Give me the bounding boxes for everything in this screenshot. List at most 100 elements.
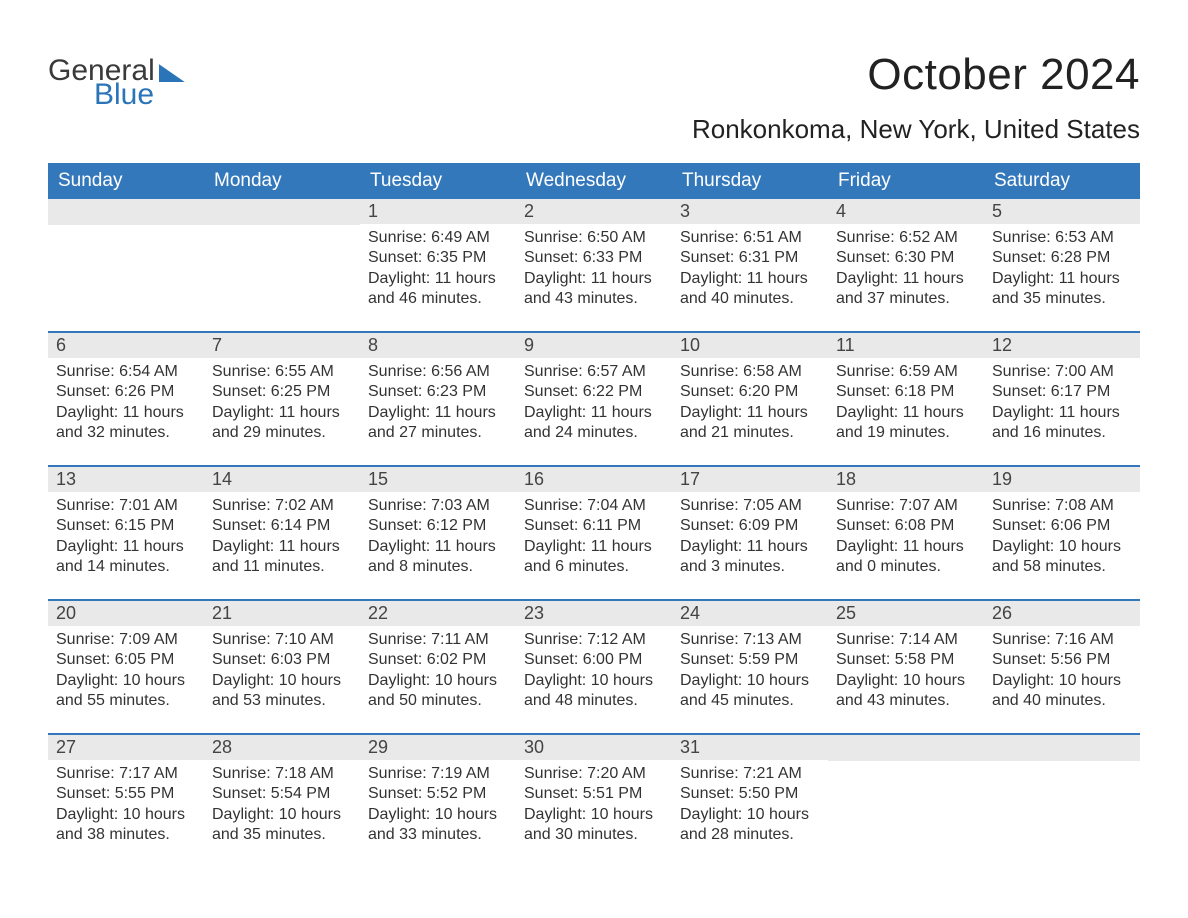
sunset-text: Sunset: 5:51 PM [524, 784, 664, 804]
day-cell: 28Sunrise: 7:18 AMSunset: 5:54 PMDayligh… [204, 735, 360, 867]
day-number [984, 735, 1140, 761]
day-cell: 31Sunrise: 7:21 AMSunset: 5:50 PMDayligh… [672, 735, 828, 867]
daylight1-text: Daylight: 11 hours [368, 403, 508, 423]
sunrise-text: Sunrise: 7:20 AM [524, 764, 664, 784]
sunset-text: Sunset: 6:23 PM [368, 382, 508, 402]
day-number: 11 [828, 333, 984, 358]
daylight1-text: Daylight: 10 hours [56, 671, 196, 691]
sunset-text: Sunset: 5:52 PM [368, 784, 508, 804]
day-number: 6 [48, 333, 204, 358]
sunrise-text: Sunrise: 6:52 AM [836, 228, 976, 248]
sunrise-text: Sunrise: 7:02 AM [212, 496, 352, 516]
title-wrap: October 2024 Ronkonkoma, New York, Unite… [692, 50, 1140, 145]
day-number: 15 [360, 467, 516, 492]
day-cell: 20Sunrise: 7:09 AMSunset: 6:05 PMDayligh… [48, 601, 204, 733]
day-cell: 19Sunrise: 7:08 AMSunset: 6:06 PMDayligh… [984, 467, 1140, 599]
day-cell: 12Sunrise: 7:00 AMSunset: 6:17 PMDayligh… [984, 333, 1140, 465]
day-cell: 11Sunrise: 6:59 AMSunset: 6:18 PMDayligh… [828, 333, 984, 465]
day-number: 1 [360, 199, 516, 224]
day-cell: 6Sunrise: 6:54 AMSunset: 6:26 PMDaylight… [48, 333, 204, 465]
day-body: Sunrise: 7:00 AMSunset: 6:17 PMDaylight:… [984, 358, 1140, 452]
day-body: Sunrise: 7:03 AMSunset: 6:12 PMDaylight:… [360, 492, 516, 586]
daylight1-text: Daylight: 11 hours [836, 537, 976, 557]
day-cell: 24Sunrise: 7:13 AMSunset: 5:59 PMDayligh… [672, 601, 828, 733]
day-cell: 9Sunrise: 6:57 AMSunset: 6:22 PMDaylight… [516, 333, 672, 465]
sunset-text: Sunset: 6:18 PM [836, 382, 976, 402]
sunset-text: Sunset: 6:08 PM [836, 516, 976, 536]
sunset-text: Sunset: 5:54 PM [212, 784, 352, 804]
day-number: 13 [48, 467, 204, 492]
week-row: 1 Sunrise: 6:49 AMSunset: 6:35 PM Daylight… [48, 199, 1140, 331]
week-row: 13Sunrise: 7:01 AMSunset: 6:15 PMDayligh… [48, 465, 1140, 599]
day-cell [48, 199, 204, 331]
day-number: 10 [672, 333, 828, 358]
daylight1-text: Daylight: 11 hours [212, 537, 352, 557]
day-number: 3 [672, 199, 828, 224]
sunset-text: Sunset: 6:20 PM [680, 382, 820, 402]
day-body: Sunrise: 7:01 AMSunset: 6:15 PMDaylight:… [48, 492, 204, 586]
day-number: 21 [204, 601, 360, 626]
sunrise-text: Sunrise: 6:49 AM [368, 228, 508, 248]
daylight2-text: and 14 minutes. [56, 557, 196, 577]
sunrise-text: Sunrise: 7:10 AM [212, 630, 352, 650]
sunrise-text: Sunrise: 6:56 AM [368, 362, 508, 382]
daylight2-text: and 40 minutes. [680, 289, 820, 309]
day-number [48, 199, 204, 225]
daylight1-text: Daylight: 11 hours [56, 403, 196, 423]
day-number: 8 [360, 333, 516, 358]
week-row: 20Sunrise: 7:09 AMSunset: 6:05 PMDayligh… [48, 599, 1140, 733]
day-cell: 21Sunrise: 7:10 AMSunset: 6:03 PMDayligh… [204, 601, 360, 733]
sunset-text: Sunset: 6:11 PM [524, 516, 664, 536]
day-body: Sunrise: 7:04 AMSunset: 6:11 PMDaylight:… [516, 492, 672, 586]
daylight1-text: Daylight: 11 hours [992, 269, 1132, 289]
daylight2-text: and 3 minutes. [680, 557, 820, 577]
day-cell: 26Sunrise: 7:16 AMSunset: 5:56 PMDayligh… [984, 601, 1140, 733]
daylight2-text: and 8 minutes. [368, 557, 508, 577]
daylight1-text: Daylight: 10 hours [992, 537, 1132, 557]
day-number: 23 [516, 601, 672, 626]
location-subtitle: Ronkonkoma, New York, United States [692, 114, 1140, 145]
day-number: 5 [984, 199, 1140, 224]
day-number: 27 [48, 735, 204, 760]
day-body: Sunrise: 7:16 AMSunset: 5:56 PMDaylight:… [984, 626, 1140, 720]
day-number: 28 [204, 735, 360, 760]
daylight2-text: and 55 minutes. [56, 691, 196, 711]
daylight2-text: and 45 minutes. [680, 691, 820, 711]
day-cell: 1Sunrise: 6:49 AMSunset: 6:35 PMDaylight… [360, 199, 516, 331]
daylight2-text: and 27 minutes. [368, 423, 508, 443]
daylight1-text: Daylight: 10 hours [524, 805, 664, 825]
day-cell [828, 735, 984, 867]
daylight1-text: Daylight: 11 hours [680, 269, 820, 289]
daylight1-text: Daylight: 11 hours [368, 537, 508, 557]
day-cell: 15Sunrise: 7:03 AMSunset: 6:12 PMDayligh… [360, 467, 516, 599]
sunset-text: Sunset: 6:09 PM [680, 516, 820, 536]
header-block: General Blue October 2024 Ronkonkoma, Ne… [48, 50, 1140, 145]
sunset-text: Sunset: 6:35 PM [368, 248, 508, 268]
day-body: Sunrise: 6:53 AMSunset: 6:28 PMDaylight:… [984, 224, 1140, 318]
day-body: Sunrise: 7:10 AMSunset: 6:03 PMDaylight:… [204, 626, 360, 720]
daylight2-text: and 35 minutes. [992, 289, 1132, 309]
daylight2-text: and 38 minutes. [56, 825, 196, 845]
daylight1-text: Daylight: 10 hours [368, 805, 508, 825]
day-cell: 18Sunrise: 7:07 AMSunset: 6:08 PMDayligh… [828, 467, 984, 599]
logo-text: General Blue [48, 56, 155, 110]
weekday-header: Wednesday [516, 163, 672, 199]
sunset-text: Sunset: 6:28 PM [992, 248, 1132, 268]
day-cell: 27Sunrise: 7:17 AMSunset: 5:55 PMDayligh… [48, 735, 204, 867]
day-body: Sunrise: 7:19 AMSunset: 5:52 PMDaylight:… [360, 760, 516, 854]
daylight2-text: and 30 minutes. [524, 825, 664, 845]
sunrise-text: Sunrise: 7:07 AM [836, 496, 976, 516]
daylight1-text: Daylight: 11 hours [524, 269, 664, 289]
day-number: 31 [672, 735, 828, 760]
weekday-header: Thursday [672, 163, 828, 199]
daylight2-text: and 43 minutes. [836, 691, 976, 711]
day-cell: 14Sunrise: 7:02 AMSunset: 6:14 PMDayligh… [204, 467, 360, 599]
daylight2-text: and 24 minutes. [524, 423, 664, 443]
sunrise-text: Sunrise: 7:08 AM [992, 496, 1132, 516]
daylight1-text: Daylight: 10 hours [524, 671, 664, 691]
day-body: Sunrise: 7:17 AMSunset: 5:55 PMDaylight:… [48, 760, 204, 854]
sunset-text: Sunset: 6:26 PM [56, 382, 196, 402]
sunset-text: Sunset: 6:14 PM [212, 516, 352, 536]
day-body: Sunrise: 7:12 AMSunset: 6:00 PMDaylight:… [516, 626, 672, 720]
day-number: 7 [204, 333, 360, 358]
